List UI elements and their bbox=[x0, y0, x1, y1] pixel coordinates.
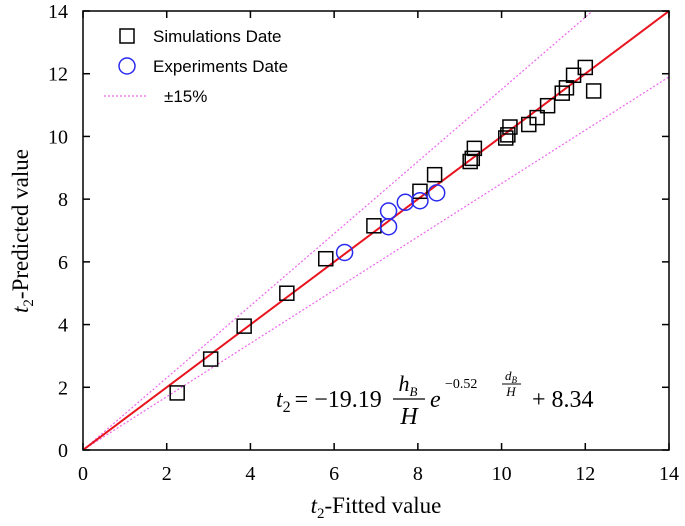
simulation-point bbox=[554, 85, 571, 101]
simulation-point bbox=[462, 153, 478, 170]
marker-layer bbox=[169, 59, 602, 401]
formula-exp-numerator: dB bbox=[505, 368, 518, 385]
simulation-point bbox=[500, 127, 516, 143]
simulation-point bbox=[577, 59, 594, 76]
x-tick-label: 2 bbox=[162, 463, 172, 485]
tick-layer: 0 2 4 6 8 10 12 14 0 2 4 6 8 10 12 14 bbox=[48, 1, 679, 485]
y-tick-label: 8 bbox=[58, 189, 68, 211]
simulation-point bbox=[539, 97, 556, 114]
legend-band-label: ±15% bbox=[164, 87, 207, 106]
x-tick-label: 14 bbox=[659, 463, 679, 485]
y-axis-title: t2-Predicted value bbox=[8, 149, 37, 313]
experiment-point bbox=[379, 217, 398, 236]
y-tick-label: 4 bbox=[58, 315, 68, 337]
x-axis-title: t2-Fitted value bbox=[311, 493, 442, 522]
y-tick-label: 10 bbox=[48, 126, 68, 148]
formula-tail: + 8.34 bbox=[532, 387, 594, 413]
x-tick-label: 4 bbox=[245, 463, 255, 485]
formula-lhs: t2 = −19.19 bbox=[276, 387, 382, 416]
experiment-point bbox=[335, 243, 354, 262]
simulation-point bbox=[366, 218, 382, 234]
simulation-point bbox=[202, 351, 219, 367]
simulation-point bbox=[464, 150, 481, 167]
experiment-point bbox=[396, 193, 415, 212]
guide-layer bbox=[83, 11, 669, 450]
simulation-point bbox=[585, 83, 602, 99]
legend-experiments-label: Experiments Date bbox=[153, 57, 288, 76]
simulation-point bbox=[318, 250, 334, 267]
simulation-point bbox=[169, 385, 185, 401]
y-tick-label: 14 bbox=[48, 1, 68, 23]
formula-frac-denominator: H bbox=[399, 404, 419, 430]
x-tick-label: 12 bbox=[575, 463, 595, 485]
x-tick-label: 8 bbox=[413, 463, 423, 485]
simulation-point bbox=[426, 166, 443, 183]
simulation-point bbox=[236, 318, 252, 334]
y-tick-label: 12 bbox=[48, 64, 68, 86]
formula-exp-denominator: H bbox=[505, 384, 516, 399]
x-tick-label: 6 bbox=[329, 463, 339, 485]
experiment-point bbox=[411, 191, 429, 210]
legend-square-marker bbox=[119, 28, 135, 44]
simulation-point bbox=[412, 183, 428, 200]
plot-frame bbox=[82, 10, 670, 451]
formula-base: e bbox=[430, 387, 441, 413]
experiment-point bbox=[427, 184, 446, 202]
simulation-point bbox=[502, 119, 518, 135]
simulation-point bbox=[565, 67, 582, 84]
x-tick-label: 10 bbox=[492, 463, 512, 485]
formula-exp-coefficient: −0.52 bbox=[445, 377, 477, 392]
simulation-point bbox=[466, 140, 483, 157]
fit-line bbox=[83, 11, 669, 450]
experiment-point bbox=[379, 202, 398, 220]
y-tick-label: 0 bbox=[58, 440, 68, 462]
x-tick-label: 0 bbox=[78, 463, 88, 485]
simulation-point bbox=[279, 285, 295, 301]
legend: Simulations Date Experiments Date ±15% bbox=[104, 27, 288, 106]
simulation-point bbox=[498, 130, 514, 146]
y-tick-label: 6 bbox=[58, 252, 68, 274]
fit-layer bbox=[83, 11, 669, 450]
legend-circle-marker bbox=[118, 57, 136, 75]
simulation-point bbox=[529, 109, 545, 126]
formula-annotation: t2 = −19.19 hB H e −0.52 dB H + 8.34 bbox=[276, 368, 594, 430]
formula-frac-numerator: hB bbox=[399, 371, 418, 399]
legend-simulations-label: Simulations Date bbox=[153, 27, 282, 46]
y-tick-label: 2 bbox=[58, 377, 68, 399]
band-line bbox=[83, 11, 594, 450]
